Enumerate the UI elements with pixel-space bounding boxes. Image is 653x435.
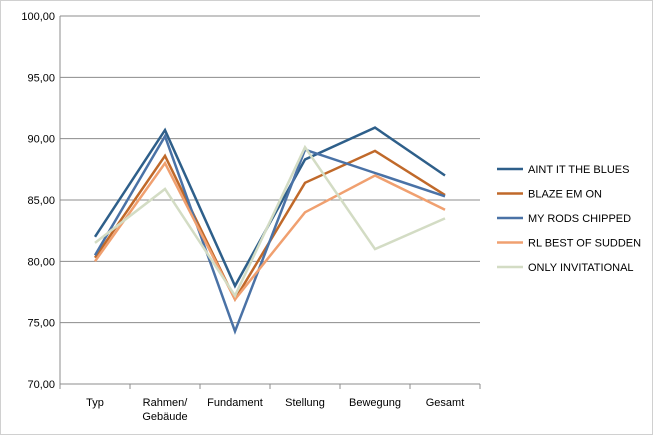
x-tick-label: Rahmen/Gebäude [142,397,188,423]
x-tick-label: Typ [86,397,104,409]
y-tick-label: 85,00 [27,195,55,207]
x-tick-label: Bewegung [349,397,401,409]
x-tick-label: Stellung [285,397,325,409]
x-tick-label: Gesamt [426,397,465,409]
series-line-1 [93,126,446,289]
legend-label: ONLY INVITATIONAL [528,262,634,274]
legend-label: BLAZE EM ON [528,189,602,201]
y-tick-label: 70,00 [27,379,55,391]
series-line-5 [94,144,446,299]
x-tick-label: Fundament [207,397,263,409]
legend-label: AINT IT THE BLUES [528,164,629,176]
legend-label: RL BEST OF SUDDEN [528,238,641,250]
y-tick-label: 100,00 [21,11,55,23]
y-tick-label: 95,00 [27,72,55,84]
series-line-3 [93,133,446,335]
legend-label: MY RODS CHIPPED [528,213,631,225]
y-tick-label: 90,00 [27,134,55,146]
series-line-4 [93,160,446,302]
y-tick-label: 75,00 [27,318,55,330]
y-tick-label: 80,00 [27,256,55,268]
